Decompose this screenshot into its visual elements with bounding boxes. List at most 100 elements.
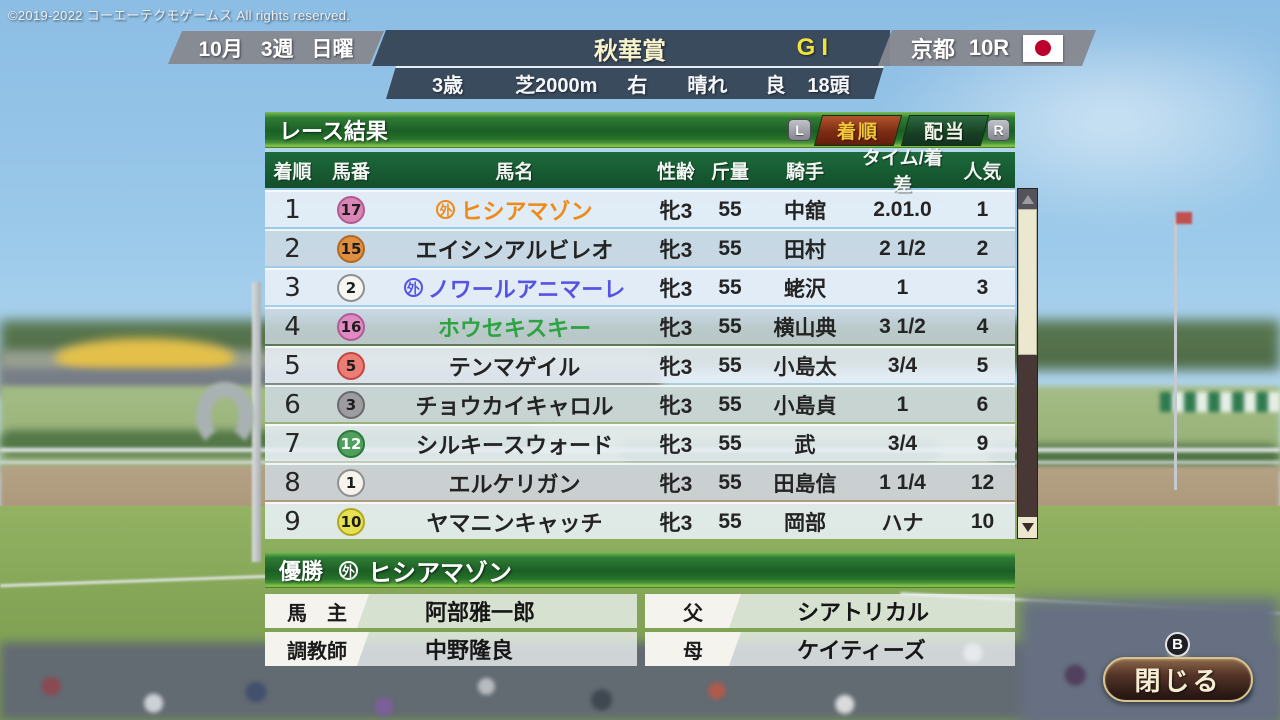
horse-number-cell: 17 [320,195,382,224]
sire-value: シアトリカル [797,600,930,625]
horse-name: シルキースウォード [416,432,613,458]
table-row[interactable]: 9 10 ヤマニンキャッチ 牝3 55 岡部 ハナ 10 [265,502,1015,539]
shoulder-r-icon[interactable]: R [987,119,1010,141]
condition-course: 芝2000m [515,75,598,97]
horse-name: ヤマニンキャッチ [426,510,603,536]
tab-finish-order-label: 着順 [836,122,879,143]
horse-name-cell: ホウセキスキー [382,311,647,343]
horse-number-badge: 1 [337,468,365,497]
scrollbar[interactable] [1017,188,1038,539]
trainer-value: 中野隆良 [425,638,514,663]
venue-name: 京都 [910,37,955,62]
tab-payout[interactable]: 配当 [900,115,990,146]
owner-label: 馬 主 [265,594,369,628]
table-row[interactable]: 7 12 シルキースウォード 牝3 55 武 3/4 9 [265,424,1015,461]
date-day: 日曜 [311,37,354,61]
finish-position: 2 [284,233,301,264]
jockey-name: 田村 [784,238,826,262]
finish-position: 6 [284,389,301,420]
finish-position: 8 [284,467,301,498]
horse-name-cell: 外ヒシアマゾン [382,194,647,226]
sex-age: 牝3 [659,433,693,457]
col-header-sexage: 性齢 [656,161,695,183]
table-row[interactable]: 5 5 テンマゲイル 牝3 55 小島太 3/4 5 [265,346,1015,383]
japan-flag-icon [1023,35,1063,62]
race-title: 秋華賞 [594,37,666,65]
sex-age: 牝3 [659,199,693,223]
horse-number-badge: 5 [337,351,365,380]
carried-weight: 55 [718,470,742,494]
separator-line [265,148,1015,152]
table-row[interactable]: 8 1 エルケリガン 牝3 55 田島信 1 1/4 12 [265,463,1015,500]
winner-horse-name: ヒシアマゾン [368,559,513,587]
jockey-name: 横山典 [773,316,837,340]
time-margin: 1 1/4 [879,470,926,494]
close-button[interactable]: 閉じる [1103,657,1253,702]
condition-weather: 晴れ [687,75,728,97]
time-margin: 2.01.0 [873,197,932,221]
white-rail [0,461,1280,464]
horse-name: ホウセキスキー [437,315,592,341]
horse-number-badge: 10 [337,507,365,536]
owner-value: 阿部雅一郎 [425,600,536,625]
sex-age: 牝3 [659,355,693,379]
race-grade: GI [796,34,834,61]
popularity: 1 [976,197,989,221]
sire-cell: 父 シアトリカル [645,594,1015,628]
table-row[interactable]: 2 15 エイシンアルビレオ 牝3 55 田村 2 1/2 2 [265,229,1015,266]
table-row[interactable]: 3 2 外ノワールアニマーレ 牝3 55 蛯沢 1 3 [265,268,1015,305]
carried-weight: 55 [718,392,742,416]
horse-number-badge: 2 [337,273,365,302]
horse-name-cell: エイシンアルビレオ [382,233,647,265]
winner-panel: 優勝 外 ヒシアマゾン 馬 主 阿部雅一郎 父 シアトリカル 調教師 中野隆良 … [265,552,1015,666]
horse-number-cell: 10 [320,507,382,536]
col-header-time: タイム/着差 [862,148,943,196]
popularity: 12 [970,470,995,494]
white-pole [252,282,261,562]
scroll-down-button[interactable] [1018,517,1037,538]
scrollbar-thumb[interactable] [1018,209,1037,355]
condition-going: 良 [765,75,786,97]
finish-position: 1 [284,194,301,225]
time-margin: 3/4 [887,353,918,377]
time-margin: 1 [896,275,909,299]
table-row[interactable]: 4 16 ホウセキスキー 牝3 55 横山典 3 1/2 4 [265,307,1015,344]
popularity: 3 [976,275,989,299]
time-margin: 2 1/2 [879,236,926,260]
tab-finish-order[interactable]: 着順 [813,115,903,146]
foreign-mark: 外 [403,278,423,297]
carried-weight: 55 [718,314,742,338]
horse-number-badge: 15 [337,234,365,263]
date-week: 3週 [260,37,294,61]
finish-position: 9 [284,506,301,537]
horse-name: チョウカイキャロル [415,393,614,419]
horse-number-cell: 16 [320,312,382,341]
carried-weight: 55 [718,509,742,533]
time-margin: 3 1/2 [879,314,926,338]
finish-position: 3 [284,272,301,303]
sex-age: 牝3 [659,472,693,496]
jockey-name: 武 [794,433,816,457]
sex-age: 牝3 [659,511,693,535]
time-margin: 3/4 [887,431,918,455]
col-header-number: 馬番 [331,161,370,183]
col-header-jockey: 騎手 [785,161,824,183]
dam-label: 母 [645,632,741,666]
col-header-popularity: 人気 [963,161,1002,183]
popularity: 4 [976,314,989,338]
copyright-text: ©2019-2022 コーエーテクモゲームス All rights reserv… [8,8,351,23]
horse-name: エイシンアルビレオ [415,237,614,263]
jockey-name: 中舘 [784,199,826,223]
table-row[interactable]: 1 17 外ヒシアマゾン 牝3 55 中舘 2.01.0 1 [265,190,1015,227]
condition-direction: 右 [627,75,648,97]
shoulder-l-icon[interactable]: L [788,119,811,141]
horse-number-cell: 5 [320,351,382,380]
winner-bar: 優勝 外 ヒシアマゾン [265,552,1015,588]
dam-cell: 母 ケイティーズ [645,632,1015,666]
checkered-wall [1160,392,1280,412]
carried-weight: 55 [718,236,742,260]
table-row[interactable]: 6 3 チョウカイキャロル 牝3 55 小島貞 1 6 [265,385,1015,422]
scroll-up-button[interactable] [1018,189,1037,209]
horse-name-cell: シルキースウォード [382,428,647,460]
